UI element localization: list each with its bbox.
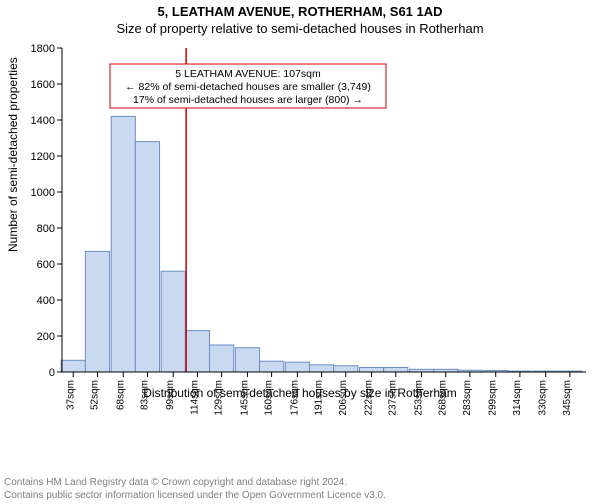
annotation-box: 5 LEATHAM AVENUE: 107sqm← 82% of semi-de… [110, 64, 386, 108]
y-tick-label: 0 [49, 367, 55, 379]
y-tick-label: 600 [37, 259, 55, 271]
annotation-line: ← 82% of semi-detached houses are smalle… [125, 81, 371, 93]
chart-container: Number of semi-detached properties 02004… [0, 42, 600, 442]
y-tick-label: 1800 [31, 43, 55, 55]
y-tick-label: 400 [37, 295, 55, 307]
footer-line-2: Contains public sector information licen… [4, 490, 596, 503]
footer-line-1: Contains HM Land Registry data © Crown c… [4, 477, 596, 490]
annotation-line: 5 LEATHAM AVENUE: 107sqm [175, 68, 321, 80]
histogram-bar [384, 368, 408, 373]
histogram-chart: 02004006008001000120014001600180037sqm52… [0, 42, 600, 442]
histogram-bar [359, 368, 383, 373]
histogram-bar [85, 251, 109, 372]
histogram-bar [135, 142, 159, 372]
y-tick-label: 200 [37, 331, 55, 343]
histogram-bar [111, 116, 135, 372]
histogram-bar [161, 271, 185, 372]
y-tick-label: 1400 [31, 115, 55, 127]
y-tick-label: 800 [37, 223, 55, 235]
histogram-bar [309, 365, 333, 372]
histogram-bar [235, 348, 259, 372]
histogram-bar [334, 366, 358, 372]
y-tick-label: 1000 [31, 187, 55, 199]
page-title: 5, LEATHAM AVENUE, ROTHERHAM, S61 1AD [0, 4, 600, 19]
histogram-bar [260, 361, 284, 372]
histogram-bar [210, 345, 234, 372]
histogram-bar [285, 362, 309, 372]
histogram-bar [61, 360, 85, 372]
x-axis-label: Distribution of semi-detached houses by … [0, 386, 600, 400]
footer-attribution: Contains HM Land Registry data © Crown c… [4, 477, 596, 502]
histogram-bar [185, 331, 209, 372]
page-subtitle: Size of property relative to semi-detach… [0, 21, 600, 36]
y-tick-label: 1600 [31, 79, 55, 91]
y-tick-label: 1200 [31, 151, 55, 163]
annotation-line: 17% of semi-detached houses are larger (… [133, 94, 363, 106]
